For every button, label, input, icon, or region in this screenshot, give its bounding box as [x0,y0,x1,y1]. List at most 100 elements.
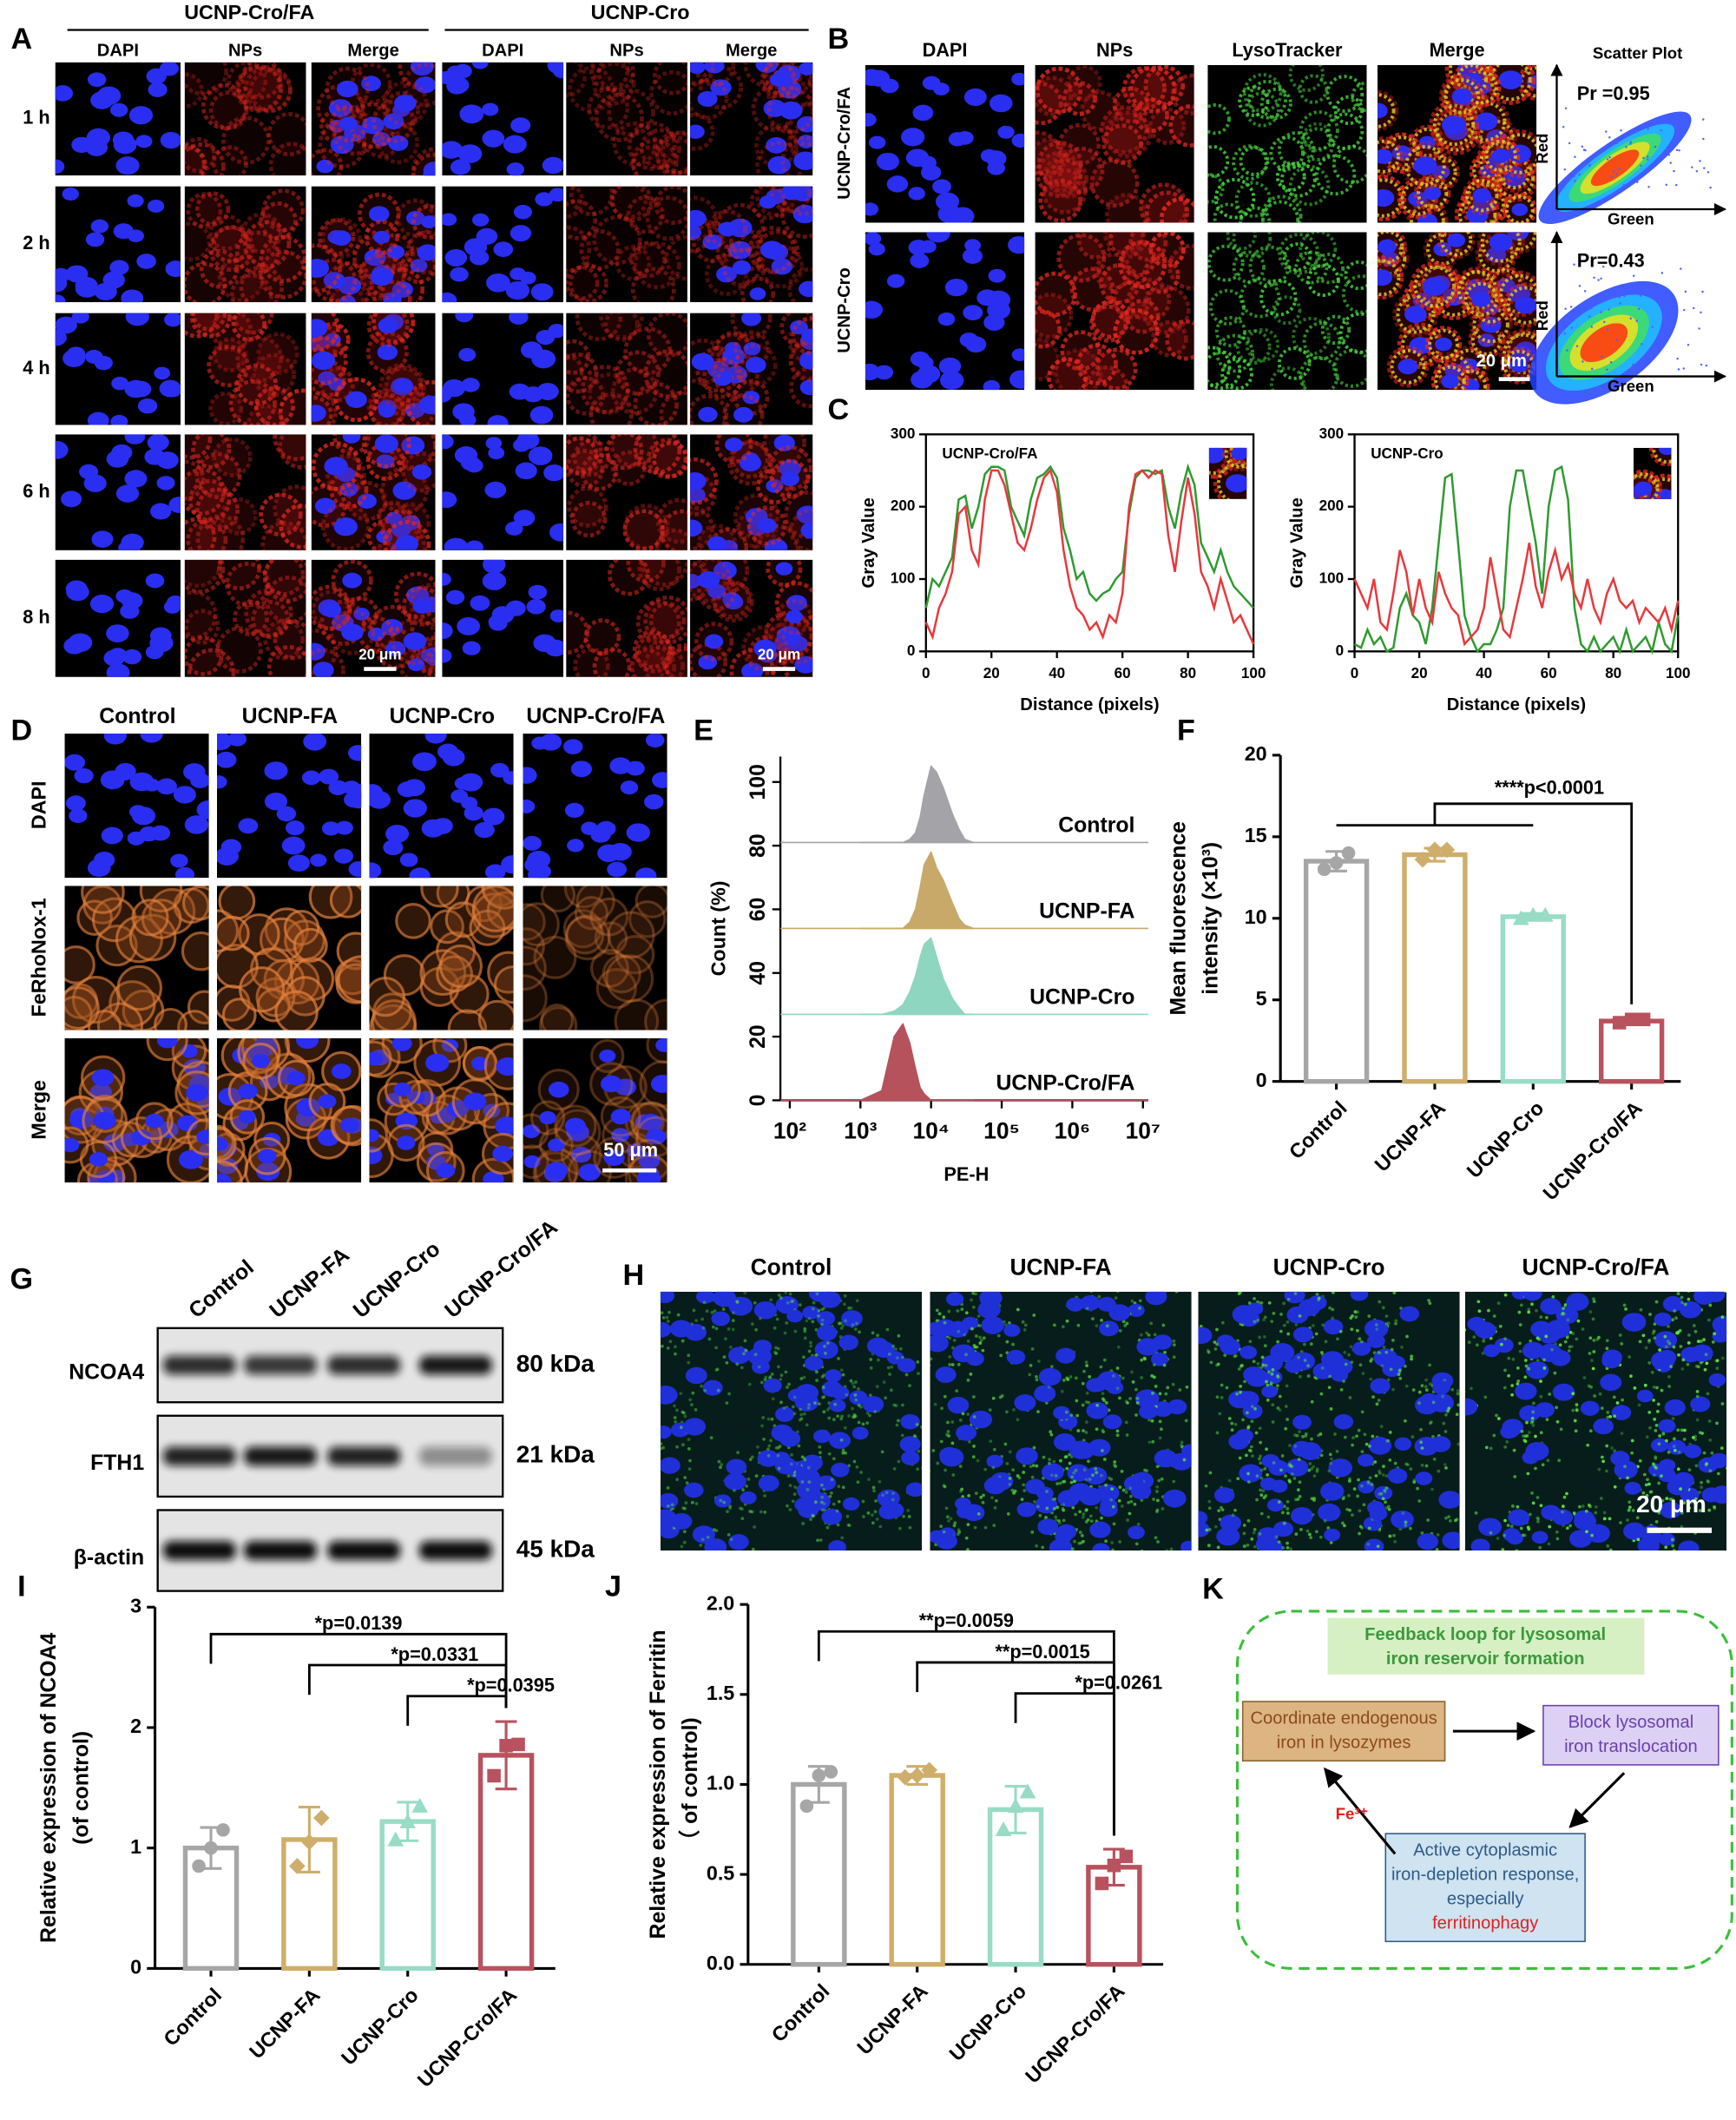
cell-signal [1035,66,1083,114]
cell-signal [1626,1476,1629,1480]
cell-signal [1141,285,1191,335]
cell-signal [1284,1405,1288,1408]
nucleus [1261,1453,1280,1469]
cell-signal [1277,131,1315,168]
cell-signal [181,886,209,921]
cell-signal [566,375,606,416]
cell-signal [278,434,306,470]
cell-signal [891,1491,895,1495]
cell-signal [1597,1467,1601,1471]
cell-signal [1381,1497,1385,1501]
y-tick-label: 0.0 [707,1952,734,1974]
nucleus [865,113,877,127]
nucleus [442,622,453,640]
cell-signal [726,1510,729,1514]
nucleus [1709,1452,1727,1469]
cell-signal [645,195,687,241]
cell-signal [64,986,100,1030]
cell-signal [1375,1327,1379,1332]
nucleus [985,150,1007,167]
cell-signal [763,1510,767,1514]
cell-signal [1278,1408,1282,1412]
cell-signal [1444,1516,1448,1520]
nucleus [713,370,733,386]
nucleus [238,1083,258,1099]
cell-signal [1259,1300,1264,1305]
nucleus [515,462,537,480]
nucleus [395,535,419,550]
cell-signal [1239,1384,1242,1388]
nucleus [549,188,564,202]
cell-signal [1279,1313,1283,1316]
nucleus [912,104,934,122]
cell-signal [1333,95,1364,126]
cell-signal [1539,1379,1542,1383]
nucleus [793,151,813,170]
nucleus [495,1116,514,1136]
cell-signal [727,1392,731,1396]
cell-signal [1524,1364,1529,1368]
cell-signal [1483,1395,1488,1399]
cell-signal [1511,1357,1516,1361]
cell-signal [208,214,246,251]
cell-signal [1320,1351,1324,1354]
cell-signal [1253,1528,1257,1531]
cell-signal [687,1438,691,1442]
histogram [859,937,975,1016]
row-label: 6 h [23,480,49,502]
cell-signal [1447,1515,1451,1518]
cell-signal [1694,1464,1699,1468]
cell-signal [1667,1325,1670,1328]
nucleus [641,1113,661,1130]
nucleus [174,866,195,879]
cell-signal [777,1445,780,1450]
cell-signal [750,1322,754,1326]
nucleus [1055,1347,1076,1364]
x-tick-label: 10⁵ [983,1118,1020,1144]
cell-signal [1095,1471,1099,1475]
cell-signal [1464,1390,1466,1393]
micrograph [217,886,362,1030]
cell-signal [1121,1488,1126,1492]
cell-signal [1380,1364,1384,1368]
cell-signal [1647,1482,1651,1486]
x-tick-label: 40 [1049,665,1065,681]
cell-signal [841,1373,845,1377]
cell-signal [971,1305,976,1309]
nucleus [324,457,349,476]
nucleus [549,523,564,542]
cell-signal [917,1372,920,1375]
cell-signal [1687,1333,1691,1337]
cell-signal [811,1307,815,1311]
cell-signal [1561,1311,1565,1315]
density-dot [1573,263,1575,266]
data-point [1438,841,1456,859]
nucleus [952,1344,976,1363]
cell-signal [1035,271,1077,318]
cell-signal [1553,1371,1557,1375]
nucleus [1566,1293,1589,1311]
cell-signal [1266,1473,1269,1477]
nucleus [1352,1341,1371,1356]
cell-signal [1054,1474,1058,1478]
cell-signal [1079,1541,1083,1545]
cell-signal [1645,1435,1649,1439]
cell-signal [1371,1434,1375,1439]
nucleus [741,313,762,326]
cell-signal [1277,1500,1281,1504]
micrograph [523,734,667,879]
plot-frame [1353,433,1680,653]
micrograph [442,62,564,176]
density-dot [1677,368,1680,371]
nucleus [1368,1437,1392,1455]
cell-signal [1656,1402,1660,1406]
column-header: Merge [1430,39,1485,61]
cell-signal [943,1485,947,1489]
nucleus [385,511,403,525]
nucleus [1660,1501,1682,1519]
cell-signal [1052,1459,1056,1464]
cell-signal [878,1524,883,1529]
nucleus [238,1109,256,1124]
cell-signal [1706,1478,1710,1483]
cell-signal [1028,1373,1032,1377]
